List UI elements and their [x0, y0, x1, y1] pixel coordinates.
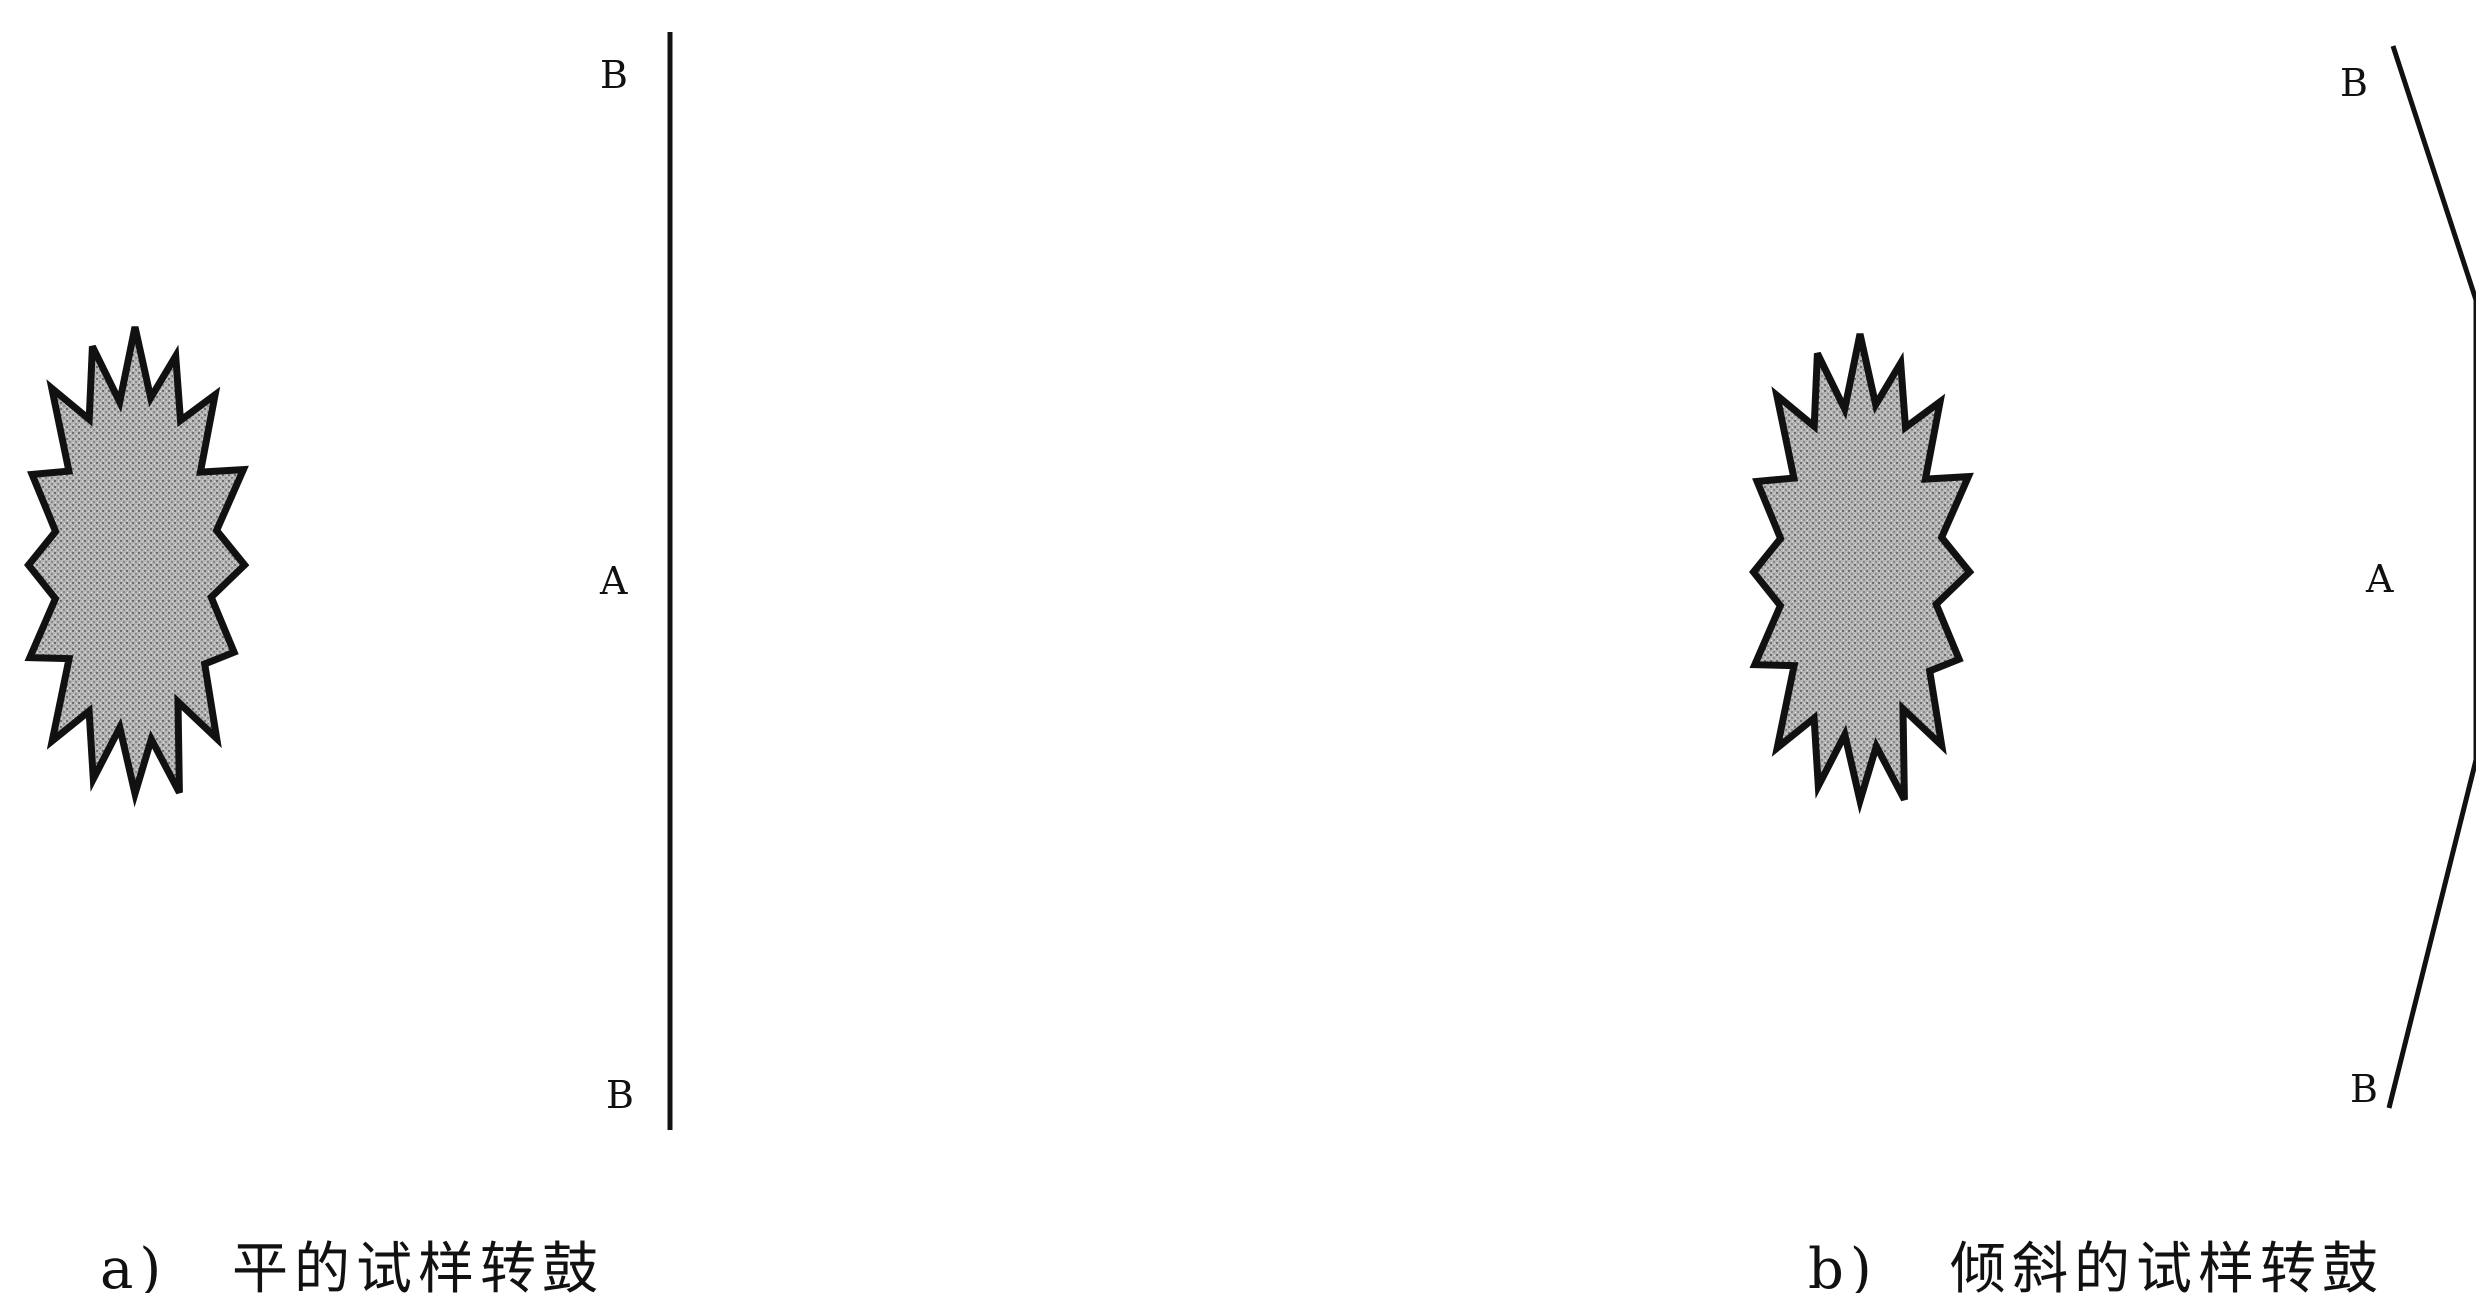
point-label-b-top: B [600, 53, 628, 97]
caption-text-b: 倾斜的试样转鼓 [1950, 1237, 2384, 1293]
point-label-b-bottom: B [2350, 1067, 2378, 1111]
caption-letter-a: a) [100, 1237, 167, 1293]
caption-letter-b: b) [1808, 1237, 1878, 1293]
panel-b: B A B b) 倾斜的试样转鼓 [1749, 45, 2476, 1293]
point-label-a: A [2365, 557, 2394, 601]
inclined-drum-line [2386, 45, 2476, 1109]
flame-icon [24, 326, 250, 808]
point-label-a: A [599, 559, 628, 603]
caption-text-a: 平的试样转鼓 [232, 1237, 604, 1293]
panel-a: B A B a) 平的试样转鼓 [24, 32, 673, 1293]
point-label-b-bottom: B [606, 1073, 634, 1117]
point-label-b-top: B [2340, 61, 2368, 105]
flame-icon [1749, 333, 1975, 815]
